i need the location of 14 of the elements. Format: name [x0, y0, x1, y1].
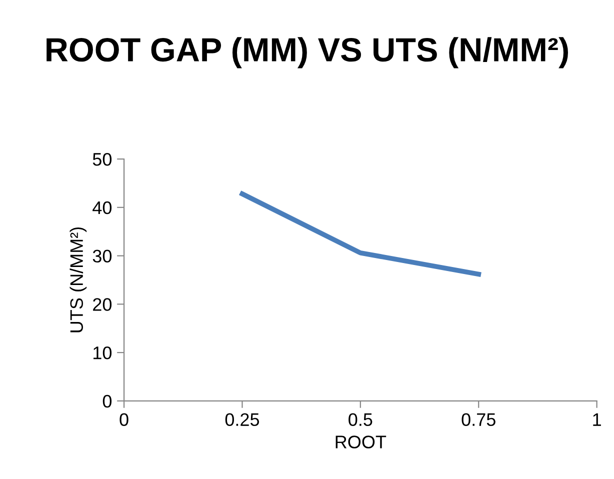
- x-tick-label: 0.5: [348, 413, 372, 426]
- y-tick-label: 30: [92, 250, 112, 263]
- x-tick-label: 0: [120, 413, 128, 426]
- y-tick-label: 10: [94, 346, 112, 360]
- x-axis-title: ROOT: [336, 436, 386, 448]
- y-tick-label: 40: [92, 201, 112, 214]
- y-tick-label: 20: [93, 298, 112, 311]
- x-tick-label: 0.25: [225, 413, 260, 426]
- y-tick-label: 50: [92, 152, 112, 166]
- y-tick-label: 0: [102, 394, 112, 408]
- chart-title: ROOT GAP (MM) VS UTS (N/MM²): [46, 37, 568, 68]
- x-tick-label: 0.75: [462, 413, 496, 426]
- x-tick-label: 1: [593, 413, 601, 426]
- y-axis-title: UTS (N/MM²): [70, 227, 87, 332]
